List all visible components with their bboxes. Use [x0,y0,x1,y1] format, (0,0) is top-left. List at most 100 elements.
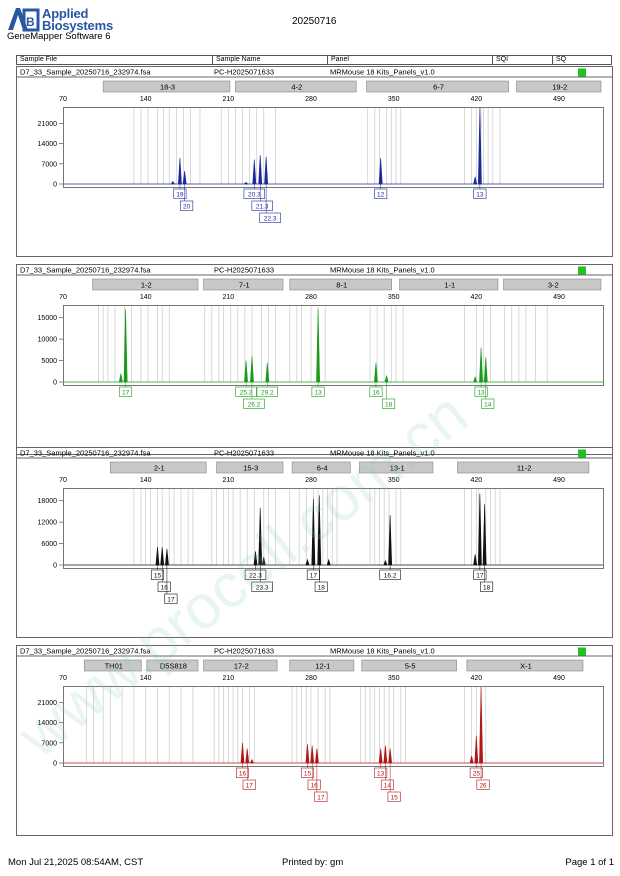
marker-label: 17-2 [234,662,249,671]
y-tick-label: 14000 [38,720,58,727]
peak [252,159,257,185]
allele-call-box [243,188,266,199]
plot-area [63,305,604,386]
peak [473,176,478,185]
peak [469,755,474,764]
panel-frame [16,264,613,455]
allele-call-label: 16 [311,782,319,789]
peak [160,547,165,566]
peak [264,156,269,185]
x-tick-label: 280 [305,294,317,301]
allele-call-label: 13 [477,389,485,396]
allele-call-box [374,767,388,778]
peak [474,735,479,764]
allele-call-label: 22.3 [264,215,277,222]
peak [249,758,255,764]
allele-call-box [119,386,133,397]
allele-call-box [242,779,256,790]
panel-name: MRMouse 18 Kits_Panels_v1.0 [330,266,435,275]
allele-call-label: 26.2 [248,401,261,408]
y-tick-label: 12000 [38,520,58,527]
marker-label: X-1 [520,662,532,671]
allele-call-box [251,581,273,592]
marker-label: 8-1 [336,281,347,290]
x-tick-label: 70 [59,96,67,103]
allele-call-box [150,569,164,580]
allele-call-label: 13 [476,191,484,198]
allele-call-box [473,188,487,199]
marker-bar [203,659,278,672]
marker-bar [289,278,392,291]
sizing-quality-indicator [578,449,586,458]
x-tick-label: 420 [470,96,482,103]
y-tick-label: 0 [53,563,57,570]
x-tick-label: 490 [553,477,565,484]
y-tick-label: 21000 [38,121,58,128]
peak [473,375,478,383]
marker-label: 4-2 [291,83,302,92]
peak [258,507,263,566]
x-tick-label: 140 [140,96,152,103]
marker-label: 6-7 [433,83,444,92]
marker-label: 2-1 [154,464,165,473]
allele-call-box [311,386,325,397]
sizing-quality-indicator [578,266,586,275]
column-panel: Panel [327,56,492,64]
allele-call-label: 17 [167,596,175,603]
x-tick-label: 490 [553,294,565,301]
peak [258,155,263,185]
software-name: GeneMapper Software 6 [7,31,111,42]
allele-call-box [300,767,314,778]
logo-line1: Applied [42,6,89,21]
peak [316,309,320,383]
allele-call-box [480,581,494,592]
peak [243,181,249,185]
allele-call-label: 20.3 [248,191,261,198]
marker-bar [516,80,602,93]
peak [245,748,250,764]
x-tick-label: 70 [59,675,67,682]
allele-call-label: 17 [476,572,484,579]
panel-name: MRMouse 18 Kits_Panels_v1.0 [330,449,435,458]
marker-bar [291,461,351,474]
y-tick-label: 21000 [38,700,58,707]
allele-call-box [251,200,273,211]
marker-bar [359,461,434,474]
allele-call-label: 14 [384,782,392,789]
marker-label: 19-2 [552,83,567,92]
allele-call-box [236,767,250,778]
allele-call-box [314,791,328,802]
x-tick-label: 210 [222,477,234,484]
allele-call-box [244,569,267,580]
x-tick-label: 350 [388,675,400,682]
peak [479,347,483,383]
marker-label: D5S818 [160,662,187,671]
column-header-row: Sample File Sample Name Panel SQI SQ [16,55,612,65]
x-tick-label: 420 [470,477,482,484]
y-tick-label: 0 [53,761,57,768]
marker-label: 6-4 [317,464,328,473]
svg-text:B: B [26,15,35,29]
peak [177,158,182,185]
marker-bar [83,659,142,672]
y-tick-label: 14000 [38,141,58,148]
ab-logo-icon: B [8,8,40,32]
peak [164,548,169,566]
sample-file-name: D7_33_Sample_20250716_232974.fsa [20,449,151,458]
marker-label: 5-5 [405,662,416,671]
x-tick-label: 210 [222,96,234,103]
sample-file-name: D7_33_Sample_20250716_232974.fsa [20,68,151,77]
y-tick-label: 0 [53,380,57,387]
allele-call-label: 15 [391,794,399,801]
panel-1: D7_33_Sample_20250716_232974.fsa PC-H2025… [16,66,613,257]
allele-call-label: 18 [318,584,326,591]
page-number: Page 1 of 1 [565,857,614,868]
allele-call-box [307,779,321,790]
marker-bar [503,278,602,291]
y-tick-label: 7000 [41,740,57,747]
y-tick-label: 0 [53,182,57,189]
x-tick-label: 280 [305,675,317,682]
allele-call-box [157,581,171,592]
panel-frame [16,645,613,836]
marker-bar [466,659,584,672]
